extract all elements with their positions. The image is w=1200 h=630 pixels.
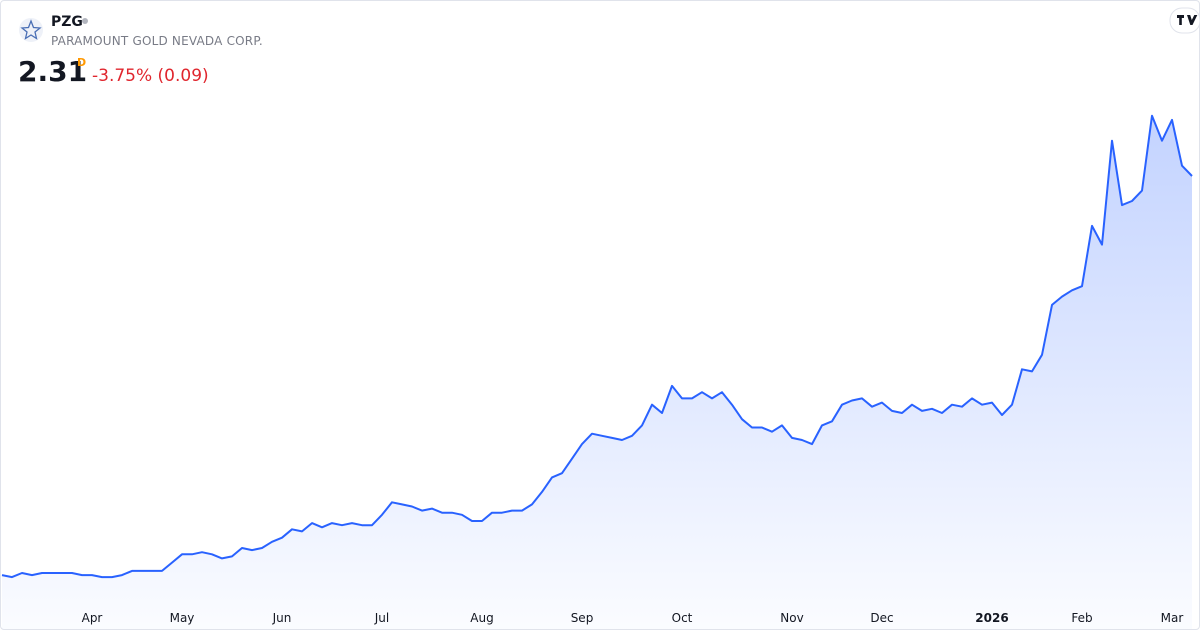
tv-logo-bg[interactable] [1169, 7, 1200, 34]
x-tick-label: Feb [1071, 611, 1092, 625]
area-fill [2, 115, 1192, 630]
price-line [1, 114, 1193, 579]
x-tick-label: Mar [1161, 611, 1184, 625]
x-tick-label: Aug [470, 611, 493, 625]
x-tick-label: Oct [672, 611, 693, 625]
last-price: 2.31 [18, 55, 87, 88]
x-tick-label: Nov [780, 611, 803, 625]
tv-logo[interactable] [1169, 7, 1200, 34]
x-tick-label: 2026 [975, 611, 1008, 625]
interval: D [77, 56, 86, 69]
logo [19, 18, 43, 42]
x-tick-label: May [170, 611, 195, 625]
symbol: PZG [51, 14, 83, 30]
company-name: PARAMOUNT GOLD NEVADA CORP. [51, 34, 263, 48]
x-tick-label: Jun [272, 611, 292, 625]
x-tick-label: Dec [870, 611, 893, 625]
x-tick-label: Apr [82, 611, 103, 625]
price-change: -3.75% (0.09) [92, 66, 209, 86]
x-tick-label: Sep [571, 611, 594, 625]
logo-star [20, 19, 42, 40]
x-tick-label: Jul [374, 611, 389, 625]
status-dot [82, 18, 88, 24]
tv-logo-mark[interactable] [1177, 15, 1198, 25]
